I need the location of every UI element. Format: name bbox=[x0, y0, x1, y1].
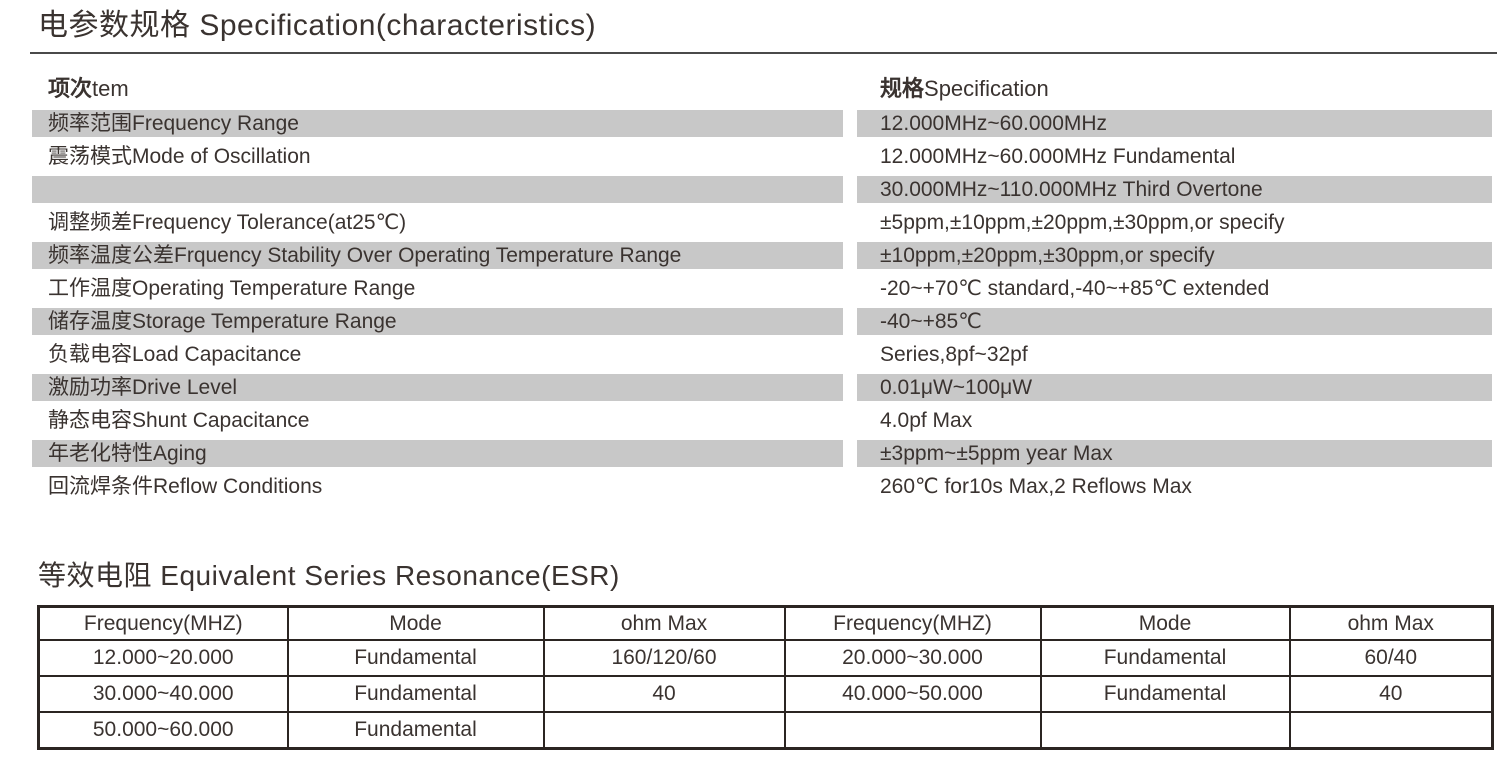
esr-cell bbox=[1288, 711, 1494, 750]
spec-row: 频率温度公差Frquency Stability Over Operating … bbox=[32, 242, 1492, 269]
esr-row: 30.000~40.000 Fundamental 40 40.000~50.000 F… bbox=[37, 675, 1494, 713]
esr-section-title: 等效电阻 Equivalent Series Resonance(ESR) bbox=[38, 560, 620, 591]
spec-row: 震荡模式Mode of Oscillation 12.000MHz~60.000M… bbox=[32, 143, 1492, 170]
esr-cell: Fundamental bbox=[286, 639, 545, 677]
esr-cell: 12.000~20.000 bbox=[37, 639, 289, 677]
esr-cell: 40.000~50.000 bbox=[783, 675, 1042, 713]
esr-cell bbox=[1039, 711, 1291, 750]
spec-item-cell: 激励功率Drive Level bbox=[32, 374, 843, 401]
spec-item-cell: 频率范围Frequency Range bbox=[32, 110, 843, 137]
spec-row: 负载电容Load Capacitance Series,8pf~32pf bbox=[32, 341, 1492, 368]
esr-cell: 30.000~40.000 bbox=[37, 675, 289, 713]
spec-item-cell: 调整频差Frequency Tolerance(at25℃) bbox=[48, 211, 407, 234]
spec-row: 静态电容Shunt Capacitance 4.0pf Max bbox=[32, 407, 1492, 434]
esr-cell: 160/120/60 bbox=[542, 639, 786, 677]
esr-header-cell: ohm Max bbox=[542, 605, 786, 641]
esr-cell: 50.000~60.000 bbox=[37, 711, 289, 750]
spec-value-cell: 260℃ for10s Max,2 Reflows Max bbox=[880, 475, 1192, 498]
spec-value-cell: 4.0pf Max bbox=[880, 409, 973, 432]
spec-row: 调整频差Frequency Tolerance(at25℃) ±5ppm,±10p… bbox=[32, 209, 1492, 236]
spec-value-column-header: 规格Specification bbox=[857, 76, 1492, 102]
spec-item-cell: 静态电容Shunt Capacitance bbox=[48, 409, 310, 432]
esr-cell: 20.000~30.000 bbox=[783, 639, 1042, 677]
spec-row: 储存温度Storage Temperature Range -40~+85℃ bbox=[32, 308, 1492, 335]
spec-value-cell: ±5ppm,±10ppm,±20ppm,±30ppm,or specify bbox=[880, 211, 1285, 234]
spec-item-cell bbox=[32, 176, 843, 203]
spec-row: 年老化特性Aging ±3ppm~±5ppm year Max bbox=[32, 440, 1492, 467]
spec-value-cell: -40~+85℃ bbox=[857, 308, 1492, 335]
spec-item-cell: 负载电容Load Capacitance bbox=[48, 343, 302, 366]
esr-row: 50.000~60.000 Fundamental bbox=[37, 711, 1494, 750]
spec-row: 激励功率Drive Level 0.01μW~100μW bbox=[32, 374, 1492, 401]
spec-rows: 频率范围Frequency Range 12.000MHz~60.000MHz 震荡… bbox=[32, 110, 1492, 500]
esr-header-cell: Mode bbox=[1039, 605, 1291, 641]
spec-table: 项次tem 规格Specification 频率范围Frequency Rang… bbox=[32, 76, 1492, 500]
spec-item-column-header: 项次tem bbox=[32, 76, 843, 102]
spec-value-header-en: Specification bbox=[924, 76, 1049, 101]
spec-value-cell: 30.000MHz~110.000MHz Third Overtone bbox=[857, 176, 1492, 203]
spec-item-cell: 工作温度Operating Temperature Range bbox=[48, 277, 416, 300]
spec-table-header: 项次tem 规格Specification bbox=[32, 76, 1492, 102]
esr-header-cell: Mode bbox=[286, 605, 545, 641]
spec-value-cell: 12.000MHz~60.000MHz bbox=[857, 110, 1492, 137]
spec-value-cell: 12.000MHz~60.000MHz Fundamental bbox=[880, 145, 1236, 168]
esr-cell: Fundamental bbox=[1039, 675, 1291, 713]
spec-value-cell: Series,8pf~32pf bbox=[880, 343, 1028, 366]
esr-cell: Fundamental bbox=[286, 675, 545, 713]
datasheet-page: 电参数规格 Specification(characteristics) 项次t… bbox=[0, 8, 1508, 775]
spec-value-header-cn: 规格 bbox=[880, 76, 925, 101]
spec-value-cell: -20~+70℃ standard,-40~+85℃ extended bbox=[880, 277, 1270, 300]
spec-row: 工作温度Operating Temperature Range -20~+70℃ … bbox=[32, 275, 1492, 302]
spec-section-title: 电参数规格 Specification(characteristics) bbox=[38, 9, 597, 42]
esr-cell: 60/40 bbox=[1288, 639, 1494, 677]
spec-item-header-en: tem bbox=[92, 76, 129, 101]
spec-value-cell: ±3ppm~±5ppm year Max bbox=[857, 440, 1492, 467]
spec-value-cell: ±10ppm,±20ppm,±30ppm,or specify bbox=[857, 242, 1492, 269]
spec-row: 频率范围Frequency Range 12.000MHz~60.000MHz bbox=[32, 110, 1492, 137]
spec-value-cell: 0.01μW~100μW bbox=[857, 374, 1492, 401]
spec-item-cell: 震荡模式Mode of Oscillation bbox=[48, 145, 311, 168]
esr-header-cell: Frequency(MHZ) bbox=[783, 605, 1042, 641]
spec-item-cell: 回流焊条件Reflow Conditions bbox=[48, 475, 323, 498]
spec-row: 回流焊条件Reflow Conditions 260℃ for10s Max,2 … bbox=[32, 473, 1492, 500]
esr-table-body: 12.000~20.000 Fundamental 160/120/60 20.000… bbox=[37, 639, 1494, 750]
esr-cell bbox=[783, 711, 1042, 750]
esr-cell: 40 bbox=[542, 675, 786, 713]
spec-item-cell: 储存温度Storage Temperature Range bbox=[32, 308, 843, 335]
esr-header-row: Frequency(MHZ) Mode ohm Max Frequency(MHZ) M… bbox=[37, 605, 1494, 641]
esr-cell: Fundamental bbox=[286, 711, 545, 750]
esr-cell: Fundamental bbox=[1039, 639, 1291, 677]
title-divider-rule bbox=[30, 52, 1497, 54]
esr-header-cell: Frequency(MHZ) bbox=[37, 605, 289, 641]
esr-header-cell: ohm Max bbox=[1288, 605, 1494, 641]
spec-item-cell: 频率温度公差Frquency Stability Over Operating … bbox=[32, 242, 843, 269]
esr-cell bbox=[542, 711, 786, 750]
esr-cell: 40 bbox=[1288, 675, 1494, 713]
esr-row: 12.000~20.000 Fundamental 160/120/60 20.000… bbox=[37, 639, 1494, 677]
spec-item-cell: 年老化特性Aging bbox=[32, 440, 843, 467]
spec-item-header-cn: 项次 bbox=[48, 76, 93, 101]
esr-table: Frequency(MHZ) Mode ohm Max Frequency(MHZ) M… bbox=[37, 605, 1494, 750]
spec-row: 30.000MHz~110.000MHz Third Overtone bbox=[32, 176, 1492, 203]
